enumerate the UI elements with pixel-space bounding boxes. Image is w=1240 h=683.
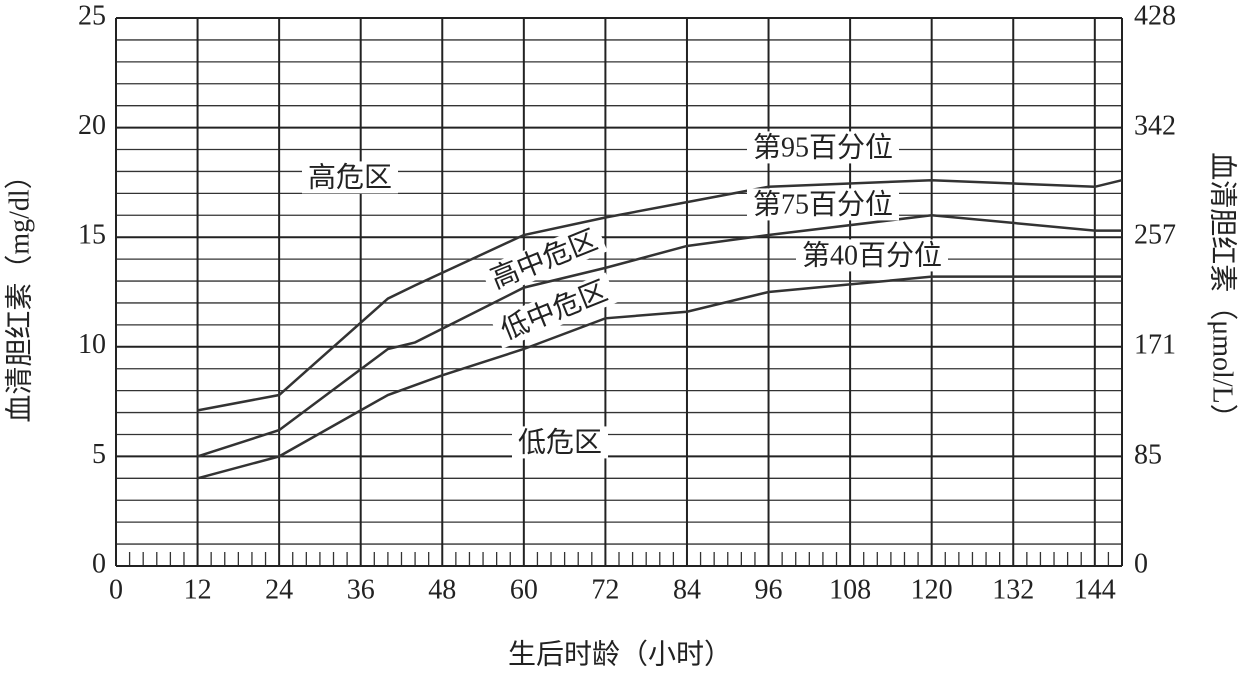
x-tick-label: 120 — [911, 574, 953, 605]
y2-tick-label: 0 — [1134, 548, 1148, 579]
x-tick-label: 0 — [109, 574, 123, 605]
series-line — [197, 214, 1122, 458]
y2-tick-label: 257 — [1134, 219, 1176, 250]
series-label-group: 第75百分位 — [746, 188, 900, 221]
y2-axis-label: 血清胆红素（μmol/L） — [1207, 152, 1239, 431]
x-tick-label: 72 — [591, 574, 619, 605]
y-tick-label: 25 — [78, 0, 106, 31]
series-label: 第75百分位 — [753, 188, 893, 220]
x-tick-label: 12 — [184, 574, 212, 605]
y2-tick-label: 171 — [1134, 329, 1176, 360]
x-tick-label: 36 — [347, 574, 375, 605]
series-label-group: 第40百分位 — [795, 239, 949, 272]
zone-label: 高危区 — [308, 161, 392, 193]
label-background — [746, 131, 900, 164]
x-tick-label: 132 — [992, 574, 1034, 605]
label-background — [795, 239, 949, 272]
y-tick-label: 5 — [92, 439, 106, 470]
label-background — [301, 161, 399, 194]
x-tick-label: 96 — [755, 574, 783, 605]
y2-tick-label: 428 — [1134, 0, 1176, 31]
x-tick-label: 48 — [428, 574, 456, 605]
x-tick-label: 108 — [829, 574, 871, 605]
zone-label-group: 低危区 — [511, 426, 609, 459]
series-label: 第40百分位 — [802, 239, 942, 271]
x-tick-label: 24 — [265, 574, 293, 605]
y-tick-label: 15 — [78, 220, 106, 251]
y-tick-label: 10 — [78, 329, 106, 360]
label-background — [480, 221, 608, 298]
label-background — [746, 188, 900, 221]
y2-tick-label: 85 — [1134, 440, 1162, 471]
y-axis-label: 血清胆红素（mg/dl） — [3, 161, 35, 422]
y-tick-label: 20 — [78, 110, 106, 141]
series-label-group: 第95百分位 — [746, 131, 900, 164]
y-tick-label: 0 — [92, 548, 106, 579]
x-tick-label: 60 — [510, 574, 538, 605]
zone-label: 低危区 — [518, 426, 602, 458]
x-axis-label: 生后时龄（小时） — [508, 638, 732, 670]
series-label: 第95百分位 — [753, 131, 893, 163]
y2-tick-label: 342 — [1134, 111, 1176, 142]
series-line — [197, 275, 1122, 480]
x-tick-label: 84 — [673, 574, 701, 605]
label-background — [511, 426, 609, 459]
zone-label-group: 高危区 — [301, 161, 399, 194]
label-background — [490, 272, 618, 349]
x-tick-label: 144 — [1074, 574, 1116, 605]
series-line — [197, 178, 1123, 412]
